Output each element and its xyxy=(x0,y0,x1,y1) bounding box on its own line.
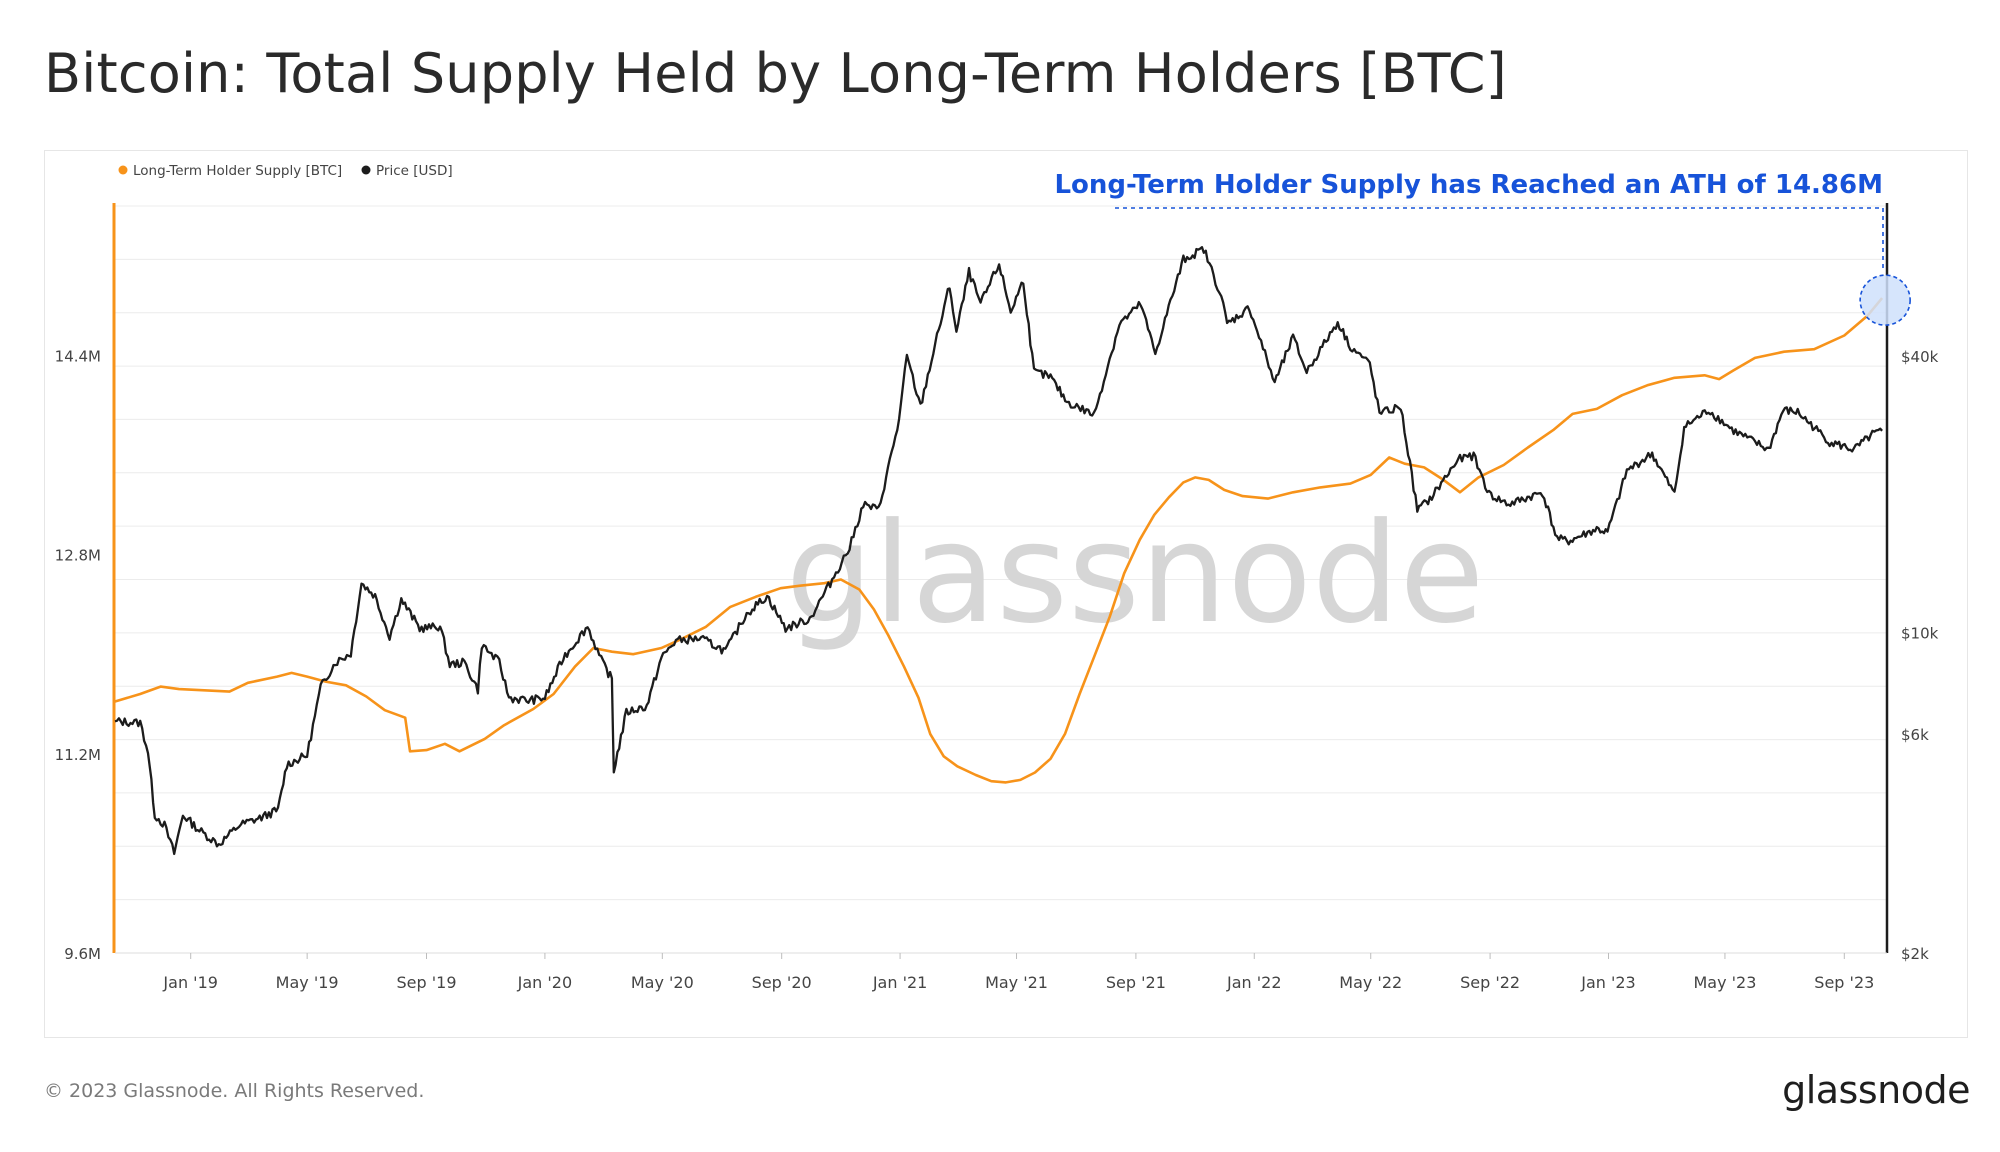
x-tick-label: Jan '21 xyxy=(872,973,928,992)
annotation: Long-Term Holder Supply has Reached an A… xyxy=(1054,170,1911,326)
footer-copyright: © 2023 Glassnode. All Rights Reserved. xyxy=(44,1080,425,1102)
x-tick-label: May '21 xyxy=(985,973,1048,992)
legend-price-dot xyxy=(361,165,371,175)
x-tick-label: May '20 xyxy=(631,973,694,992)
legend-supply-dot xyxy=(118,165,128,175)
series-layer xyxy=(114,246,1884,856)
watermark: glassnode xyxy=(786,493,1485,654)
axes-layer: 9.6M 11.2M 12.8M 14.4M $2k $6k $10k $40k Jan '19… xyxy=(55,203,1939,992)
chart-frame: glassnode 9.6M 11.2M 12.8M 14.4M $2k $6k $10k $… xyxy=(44,150,1968,1038)
lth-supply-line xyxy=(114,297,1884,784)
legend-supply-label: Long-Term Holder Supply [BTC] xyxy=(133,163,342,179)
x-tick-label: Jan '23 xyxy=(1580,973,1636,992)
x-tick-label: Sep '22 xyxy=(1460,973,1520,992)
legend-price-label: Price [USD] xyxy=(376,163,453,179)
ath-highlight-circle xyxy=(1859,274,1911,326)
y-right-tick-label: $2k xyxy=(1901,945,1929,963)
x-tick-label: Sep '20 xyxy=(752,973,812,992)
x-tick-label: Jan '22 xyxy=(1226,973,1282,992)
x-tick-label: Sep '19 xyxy=(397,973,457,992)
y-left-tick-label: 11.2M xyxy=(55,746,101,764)
x-tick-label: Sep '21 xyxy=(1106,973,1166,992)
y-right-tick-label: $10k xyxy=(1901,624,1939,642)
x-tick-label: May '22 xyxy=(1339,973,1402,992)
y-left-tick-label: 9.6M xyxy=(64,945,101,963)
price-line xyxy=(114,246,1883,856)
x-tick-label: Jan '19 xyxy=(162,973,218,992)
x-tick-label: May '19 xyxy=(276,973,339,992)
glassnode-logo: glassnode xyxy=(1782,1068,1970,1112)
legend[interactable]: Long-Term Holder Supply [BTC] Price [USD] xyxy=(118,163,453,179)
chart-svg: glassnode 9.6M 11.2M 12.8M 14.4M $2k $6k $10k $… xyxy=(55,163,1939,992)
y-right-tick-label: $40k xyxy=(1901,348,1939,366)
y-right-tick-label: $6k xyxy=(1901,726,1929,744)
x-tick-label: May '23 xyxy=(1693,973,1756,992)
page-title: Bitcoin: Total Supply Held by Long-Term … xyxy=(44,42,1507,105)
x-tick-label: Sep '23 xyxy=(1814,973,1874,992)
y-left-tick-label: 14.4M xyxy=(55,347,101,365)
grid-layer xyxy=(115,205,1887,901)
x-tick-label: Jan '20 xyxy=(517,973,573,992)
annotation-text: Long-Term Holder Supply has Reached an A… xyxy=(1054,170,1883,200)
y-left-tick-label: 12.8M xyxy=(55,547,101,565)
